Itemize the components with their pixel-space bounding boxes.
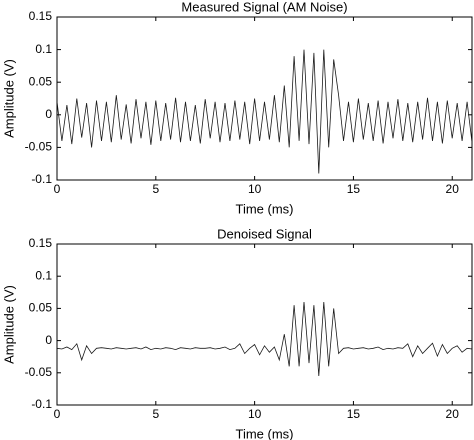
y-tick-label: 0 (45, 107, 52, 121)
y-tick-label: 0.15 (29, 236, 53, 250)
y-axis-label: Amplitude (V) (1, 285, 16, 364)
y-tick-label: 0.05 (29, 301, 53, 315)
y-tick-label: 0.1 (35, 42, 52, 56)
x-tick-label: 10 (248, 182, 262, 196)
x-tick-label: 5 (152, 407, 159, 421)
x-tick-label: 20 (446, 407, 460, 421)
axes-frame (56, 16, 473, 181)
y-tick-label: 0.05 (29, 74, 53, 88)
signal-line (56, 301, 473, 377)
y-tick-label: 0 (45, 333, 52, 347)
x-tick-label: 15 (347, 407, 361, 421)
y-axis-label: Amplitude (V) (1, 59, 16, 138)
x-axis-label: Time (ms) (235, 426, 293, 440)
x-axis-label: Time (ms) (235, 201, 293, 216)
y-tick-label: 0.15 (29, 9, 53, 23)
y-tick-label: -0.1 (31, 172, 52, 186)
axes-frame (56, 243, 473, 406)
y-tick-label: -0.05 (25, 140, 53, 154)
x-tick-label: 0 (54, 407, 61, 421)
x-tick-label: 0 (54, 182, 61, 196)
y-tick-label: -0.05 (25, 365, 53, 379)
x-tick-label: 10 (248, 407, 262, 421)
chart-title: Measured Signal (AM Noise) (181, 0, 347, 14)
y-tick-label: 0.1 (35, 268, 52, 282)
y-tick-label: -0.1 (31, 397, 52, 411)
x-tick-label: 5 (152, 182, 159, 196)
x-tick-label: 15 (347, 182, 361, 196)
x-tick-label: 20 (446, 182, 460, 196)
chart-title: Denoised Signal (217, 226, 312, 241)
signal-line (56, 49, 473, 174)
